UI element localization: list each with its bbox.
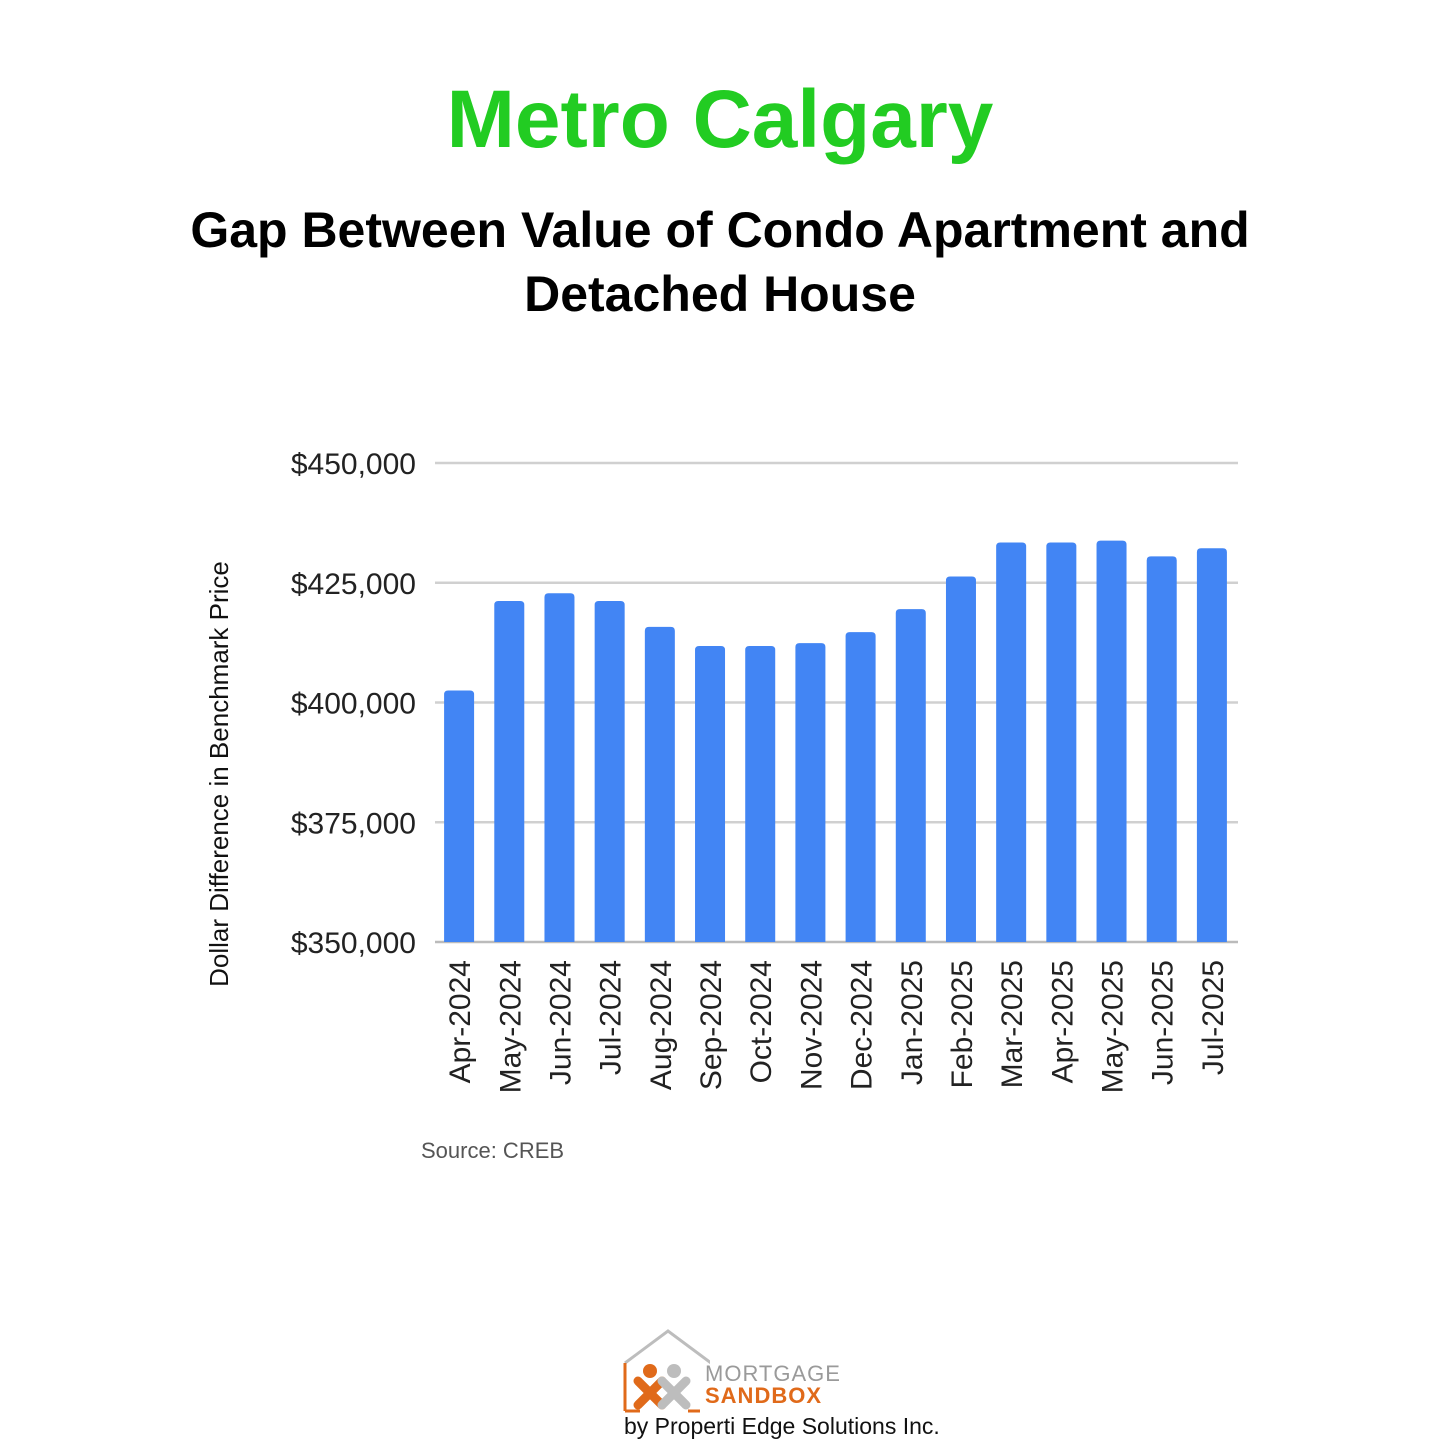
bar-feb-2025 xyxy=(945,576,976,942)
source-note: Source: CREB xyxy=(421,1138,565,1163)
x-tick-label: Jun-2024 xyxy=(544,960,577,1085)
x-tick-label: May-2024 xyxy=(494,960,527,1093)
chart-title: Metro Calgary xyxy=(446,74,994,165)
bar-may-2024 xyxy=(494,600,525,942)
bar-apr-2024 xyxy=(444,690,475,942)
y-tick-label: $400,000 xyxy=(291,688,416,721)
x-tick-label: Jun-2025 xyxy=(1147,960,1180,1085)
bar-nov-2024 xyxy=(795,643,826,942)
x-tick-label: Apr-2024 xyxy=(444,960,477,1083)
x-tick-label: Dec-2024 xyxy=(846,960,879,1090)
bar-may-2025 xyxy=(1096,540,1127,942)
x-tick-label: Sep-2024 xyxy=(695,960,728,1090)
bar-jun-2025 xyxy=(1146,556,1177,942)
x-axis-labels: Apr-2024 May-2024 Jun-2024 Jul-2024 Aug-2024… xyxy=(444,960,1230,1093)
y-axis-title: Dollar Difference in Benchmark Price xyxy=(204,561,234,987)
x-tick-label: Apr-2025 xyxy=(1046,960,1079,1083)
bar-apr-2025 xyxy=(1046,542,1077,942)
bar-sep-2024 xyxy=(695,645,726,942)
y-tick-label: $425,000 xyxy=(291,568,416,601)
bar-jul-2024 xyxy=(594,600,625,942)
x-tick-label: Jul-2025 xyxy=(1197,960,1230,1075)
bars xyxy=(444,540,1227,942)
bar-jul-2025 xyxy=(1196,548,1227,942)
bar-chart: $350,000 $375,000 $400,000 $425,000 $450,000… xyxy=(204,448,1238,1093)
bar-mar-2025 xyxy=(996,542,1027,942)
y-tick-label: $375,000 xyxy=(291,807,416,840)
bar-dec-2024 xyxy=(845,632,876,942)
logo-byline: by Properti Edge Solutions Inc. xyxy=(624,1413,940,1439)
logo-text-sandbox: SANDBOX xyxy=(705,1383,823,1408)
x-tick-label: Jan-2025 xyxy=(896,960,929,1085)
x-tick-label: Aug-2024 xyxy=(645,960,678,1090)
bar-oct-2024 xyxy=(745,645,776,942)
bar-jun-2024 xyxy=(544,593,575,942)
bar-jan-2025 xyxy=(895,609,926,942)
house-logo-icon xyxy=(623,1329,710,1413)
y-tick-label: $350,000 xyxy=(291,927,416,960)
logo-text-mortgage: MORTGAGE xyxy=(705,1361,841,1386)
x-tick-label: Feb-2025 xyxy=(946,960,979,1088)
y-axis-ticks: $350,000 $375,000 $400,000 $425,000 $450,000 xyxy=(291,448,416,960)
x-tick-label: Nov-2024 xyxy=(795,960,828,1090)
bar-aug-2024 xyxy=(644,626,675,942)
x-tick-label: Oct-2024 xyxy=(745,960,778,1083)
x-tick-label: May-2025 xyxy=(1097,960,1130,1093)
y-tick-label: $450,000 xyxy=(291,448,416,481)
x-tick-label: Mar-2025 xyxy=(996,960,1029,1088)
x-tick-label: Jul-2024 xyxy=(595,960,628,1075)
logo: MORTGAGE SANDBOX by Properti Edge Soluti… xyxy=(600,1325,940,1440)
chart-subtitle: Gap Between Value of Condo Apartment and… xyxy=(190,202,1250,322)
